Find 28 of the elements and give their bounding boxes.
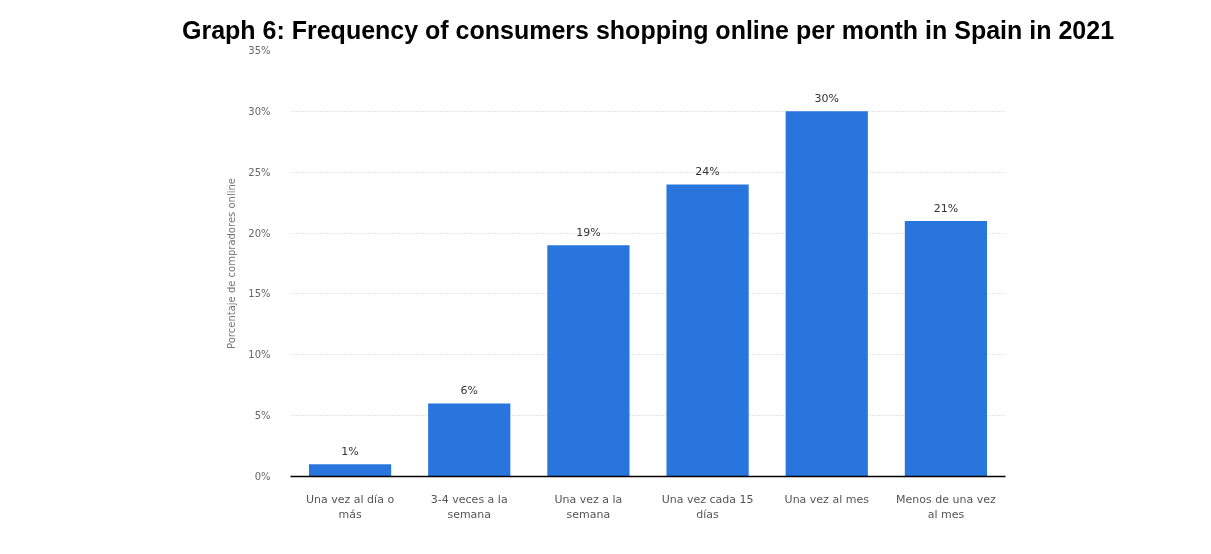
x-tick-label: Una vez a la semana bbox=[554, 492, 623, 522]
bar bbox=[308, 464, 392, 477]
y-tick-label: 5% bbox=[254, 410, 271, 422]
data-label: 30% bbox=[814, 92, 839, 106]
bar bbox=[428, 403, 511, 477]
y-tick-label: 10% bbox=[248, 349, 271, 361]
data-label: 24% bbox=[695, 165, 720, 179]
data-label: 21% bbox=[933, 201, 959, 215]
bar bbox=[785, 111, 868, 477]
x-tick-label: Menos de una vez al mes bbox=[896, 492, 996, 522]
x-tick-label: Una vez al día o más bbox=[306, 492, 395, 522]
x-tick-label: Una vez al mes bbox=[784, 492, 870, 506]
data-label: 1% bbox=[341, 445, 359, 459]
x-tick-label: 3-4 veces a la semana bbox=[430, 492, 508, 522]
y-tick-label: 25% bbox=[248, 166, 271, 178]
bar bbox=[904, 220, 988, 477]
y-tick-label: 0% bbox=[254, 471, 271, 482]
data-label: 6% bbox=[460, 384, 478, 398]
y-tick-label: 35% bbox=[248, 45, 271, 56]
y-axis-title: Porcentaje de compradores online bbox=[226, 178, 238, 349]
x-tick-label: Una vez cada 15 días bbox=[661, 492, 754, 522]
bar bbox=[666, 184, 749, 477]
y-tick-label: 20% bbox=[248, 227, 271, 239]
bar bbox=[547, 245, 630, 477]
data-label: 19% bbox=[576, 226, 601, 240]
chart-title: Graph 6: Frequency of consumers shopping online per month in Spain in 2021 bbox=[181, 15, 1115, 44]
y-tick-label: 15% bbox=[248, 288, 271, 300]
y-tick-label: 30% bbox=[248, 105, 271, 117]
